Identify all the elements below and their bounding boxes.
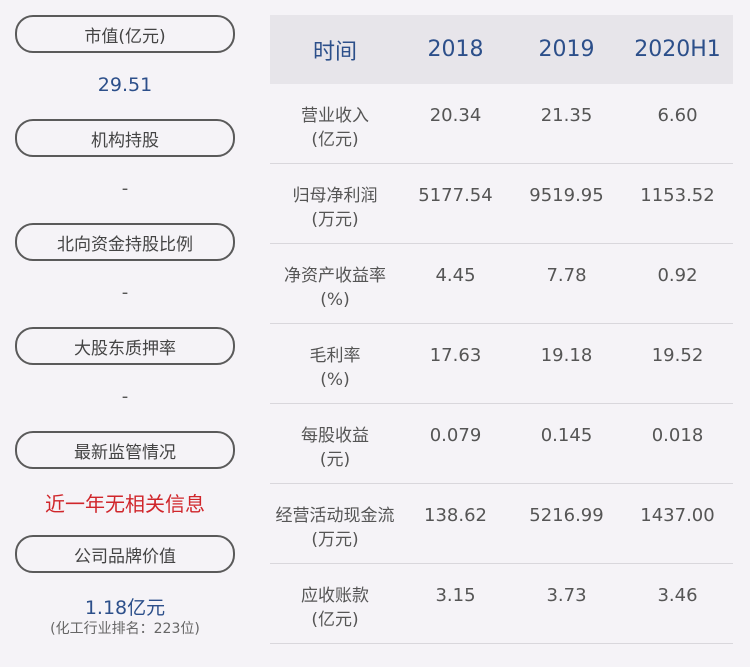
row-label: 净资产收益率 (%): [284, 266, 386, 310]
cell-2019: 21.35: [540, 105, 593, 126]
pledge-rate-value: -: [121, 386, 129, 407]
table-row: 归母净利润 (万元) 5177.54 9519.95 1153.52: [270, 164, 733, 244]
row-label: 每股收益 (元): [301, 426, 369, 470]
cell-2019: 7.78: [546, 265, 587, 286]
table-row: 营业收入 (亿元) 20.34 21.35 6.60: [270, 84, 733, 164]
row-label: 归母净利润 (万元): [292, 186, 378, 230]
cell-2020h1: 3.46: [657, 585, 698, 606]
cell-2020h1: 1153.52: [640, 185, 715, 206]
institutional-holding-label: 机构持股: [15, 119, 235, 157]
cell-2019: 5216.99: [529, 505, 604, 526]
row-label: 毛利率 (%): [309, 346, 361, 390]
row-label: 应收账款 (亿元): [301, 586, 369, 630]
regulatory-status-label: 最新监管情况: [15, 431, 235, 469]
market-cap-label: 市值(亿元): [15, 15, 235, 53]
cell-2018: 4.45: [435, 265, 476, 286]
table-row: 毛利率 (%) 17.63 19.18 19.52: [270, 324, 733, 404]
cell-2020h1: 19.52: [651, 345, 704, 366]
northbound-ratio-label: 北向资金持股比例: [15, 223, 235, 261]
header-period: 时间: [312, 39, 357, 65]
row-label: 营业收入 (亿元): [301, 106, 369, 150]
pledge-rate-label: 大股东质押率: [15, 327, 235, 365]
cell-2019: 19.18: [540, 345, 593, 366]
cell-2018: 5177.54: [418, 185, 493, 206]
cell-2019: 0.145: [540, 425, 593, 446]
header-2018: 2018: [427, 37, 484, 62]
institutional-holding-value: -: [121, 178, 129, 199]
cell-2020h1: 1437.00: [640, 505, 715, 526]
cell-2020h1: 6.60: [657, 105, 698, 126]
cell-2019: 3.73: [546, 585, 587, 606]
cell-2018: 138.62: [424, 505, 487, 526]
regulatory-status-value: 近一年无相关信息: [45, 492, 205, 516]
row-label: 经营活动现金流 (万元): [275, 506, 395, 550]
cell-2020h1: 0.018: [651, 425, 704, 446]
brand-rank-note: (化工行业排名：223位): [50, 621, 200, 637]
cell-2018: 20.34: [429, 105, 482, 126]
financial-table: 时间 2018 2019 2020H1 营业收入 (亿元) 20.34 21.35…: [270, 15, 733, 644]
table-row: 每股收益 (元) 0.079 0.145 0.018: [270, 404, 733, 484]
table-row: 应收账款 (亿元) 3.15 3.73 3.46: [270, 564, 733, 644]
brand-value-value: 1.18亿元: [84, 597, 166, 619]
cell-2018: 0.079: [429, 425, 482, 446]
cell-2018: 17.63: [429, 345, 482, 366]
header-2019: 2019: [538, 37, 595, 62]
header-2020h1: 2020H1: [634, 37, 721, 62]
table-row: 净资产收益率 (%) 4.45 7.78 0.92: [270, 244, 733, 324]
cell-2020h1: 0.92: [657, 265, 698, 286]
northbound-ratio-value: -: [121, 282, 129, 303]
cell-2018: 3.15: [435, 585, 476, 606]
table-row: 经营活动现金流 (万元) 138.62 5216.99 1437.00: [270, 484, 733, 564]
table-header: 时间 2018 2019 2020H1: [270, 15, 733, 84]
market-cap-value: 29.51: [97, 74, 153, 96]
brand-value-label: 公司品牌价值: [15, 535, 235, 573]
cell-2019: 9519.95: [529, 185, 604, 206]
